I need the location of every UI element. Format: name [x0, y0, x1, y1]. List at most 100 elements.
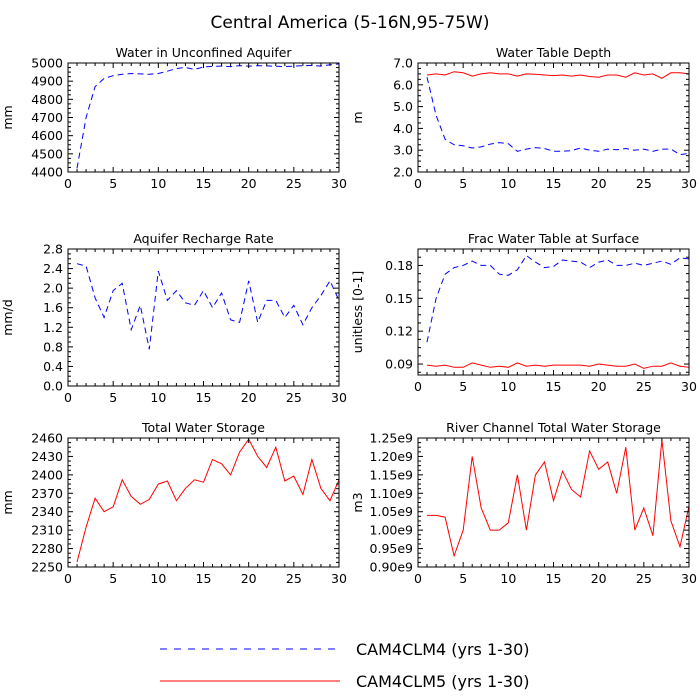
figure-title: Central America (5-16N,95-75W) [210, 13, 489, 33]
xtick-label: 20 [241, 390, 257, 405]
ytick-label: 0.15 [385, 291, 413, 306]
xtick-label: 25 [636, 571, 652, 586]
series-aquifer-water-clm4 [76, 63, 339, 169]
xtick-label: 0 [64, 390, 72, 405]
panel-title-frac-water-table: Frac Water Table at Surface [468, 231, 640, 246]
panel-recharge-rate: Aquifer Recharge Rate mm/d 0 5 10 15 20 25 30 0.0… [0, 231, 347, 405]
series-river-storage-clm5 [427, 439, 689, 558]
ytick-label: 6.0 [393, 77, 413, 92]
xtick-label: 15 [546, 379, 562, 394]
ytick-label: 1.6 [43, 300, 63, 315]
xtick-label: 15 [546, 571, 562, 586]
xtick-label: 30 [681, 176, 697, 191]
ytick-label: 4400 [31, 165, 63, 180]
xtick-label: 10 [150, 390, 166, 405]
xtick-label: 10 [150, 176, 166, 191]
ytick-label: 0.12 [385, 324, 413, 339]
panel-frac-water-table: Frac Water Table at Surface unitless [0-1… [350, 231, 697, 394]
series-frac-water-table-clm4 [426, 254, 689, 343]
panel-river-storage: River Channel Total Water Storage m3 0 5 10 1… [350, 420, 697, 586]
ylabel-frac-water-table: unitless [0-1] [350, 271, 365, 354]
series-frac-water-table-clm5 [426, 362, 689, 369]
xtick-label: 25 [286, 176, 302, 191]
legend-entry-clm4: CAM4CLM4 (yrs 1-30) [160, 640, 530, 659]
panel-title-river-storage: River Channel Total Water Storage [446, 420, 661, 435]
xtick-label: 25 [636, 379, 652, 394]
ytick-label: 0.4 [43, 359, 63, 374]
ytick-label: 2.0 [43, 281, 63, 296]
legend-entry-clm5: CAM4CLM5 (yrs 1-30) [160, 672, 530, 691]
plot-frame-frac-water-table [417, 248, 690, 376]
ytick-label: 4600 [31, 128, 63, 143]
series-recharge-rate-clm4 [76, 263, 339, 350]
ytick-label: 1.15e9 [370, 467, 414, 482]
ytick-label: 3.0 [393, 143, 413, 158]
ytick-label: 2.4 [43, 261, 63, 276]
ytick-label: 0.95e9 [370, 541, 414, 556]
ylabel-aquifer-water: mm [0, 105, 15, 129]
ylabel-recharge-rate: mm/d [0, 299, 15, 336]
xtick-label: 5 [459, 176, 467, 191]
ylabel-water-table-depth: m [350, 111, 365, 123]
series-group-river-storage [427, 439, 689, 558]
series-group-aquifer-water [76, 62, 339, 169]
ytick-label: 0.18 [385, 258, 413, 273]
panel-aquifer-water: Water in Unconfined Aquifer mm 0 5 10 15 20 25 3… [0, 45, 347, 191]
xtick-label: 0 [414, 379, 422, 394]
xtick-label: 10 [500, 379, 516, 394]
ytick-label: 0.0 [43, 379, 63, 394]
ytick-label: 2340 [31, 504, 63, 519]
panel-total-water-storage: Total Water Storage mm 0 5 10 15 20 25 30 2250 228… [0, 420, 347, 586]
ytick-label: 4700 [31, 110, 63, 125]
ytick-label: 2.8 [43, 242, 63, 257]
ytick-label: 0.90e9 [370, 560, 414, 575]
xtick-label: 30 [331, 176, 347, 191]
ytick-label: 0.09 [385, 357, 413, 372]
ytick-label: 4800 [31, 92, 63, 107]
panel-water-table-depth: Water Table Depth m 0 5 10 15 20 25 30 2.0 3.0 4.0 5… [350, 45, 697, 191]
xtick-label: 20 [591, 176, 607, 191]
xtick-label: 30 [681, 571, 697, 586]
xtick-label: 0 [414, 176, 422, 191]
xtick-label: 30 [331, 571, 347, 586]
xtick-label: 10 [150, 571, 166, 586]
xtick-label: 25 [286, 390, 302, 405]
legend-label-clm4: CAM4CLM4 (yrs 1-30) [356, 640, 530, 659]
ytick-label: 5000 [31, 56, 63, 71]
panel-title-recharge-rate: Aquifer Recharge Rate [133, 231, 274, 246]
series-water-table-depth-clm5 [426, 71, 689, 79]
legend: CAM4CLM4 (yrs 1-30) CAM4CLM5 (yrs 1-30) [160, 640, 530, 691]
ytick-label: 5.0 [393, 99, 413, 114]
xtick-label: 20 [241, 176, 257, 191]
ytick-label: 2250 [31, 560, 63, 575]
xtick-label: 5 [109, 176, 117, 191]
ytick-label: 4500 [31, 146, 63, 161]
ytick-label: 1.20e9 [370, 449, 414, 464]
xtick-label: 20 [591, 379, 607, 394]
xtick-label: 10 [500, 571, 516, 586]
plot-frame-recharge-rate [67, 248, 340, 387]
ytick-label: 2460 [31, 431, 63, 446]
xtick-label: 10 [500, 176, 516, 191]
series-water-table-depth-clm4 [426, 77, 689, 156]
xtick-label: 25 [286, 571, 302, 586]
xtick-label: 25 [636, 176, 652, 191]
ytick-label: 2370 [31, 486, 63, 501]
ytick-label: 2310 [31, 523, 63, 538]
panel-title-water-table-depth: Water Table Depth [496, 45, 611, 60]
series-group-recharge-rate [76, 263, 339, 387]
xtick-label: 20 [591, 571, 607, 586]
xtick-label: 30 [681, 379, 697, 394]
xtick-label: 15 [196, 176, 212, 191]
ytick-label: 1.25e9 [370, 431, 414, 446]
xtick-label: 0 [64, 176, 72, 191]
ylabel-total-water-storage: mm [0, 490, 15, 514]
ylabel-river-storage: m3 [350, 492, 365, 512]
xtick-label: 0 [64, 571, 72, 586]
series-group-water-table-depth [426, 71, 689, 156]
plot-frame-water-table-depth [417, 62, 690, 173]
xtick-label: 15 [196, 390, 212, 405]
xtick-label: 5 [459, 571, 467, 586]
legend-label-clm5: CAM4CLM5 (yrs 1-30) [356, 672, 530, 691]
